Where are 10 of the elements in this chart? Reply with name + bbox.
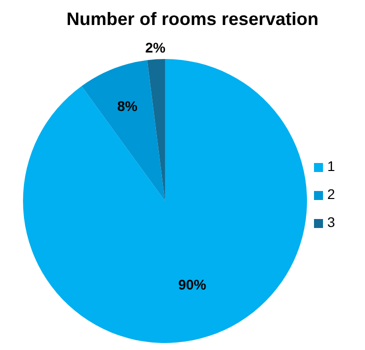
legend-label: 3 (327, 214, 335, 230)
pie-slice (82, 60, 165, 201)
chart-title: Number of rooms reservation (65, 8, 320, 31)
pie-slice (23, 59, 307, 343)
legend-label: 2 (327, 186, 335, 202)
legend-label: 1 (327, 158, 335, 174)
data-label: 2% (145, 39, 166, 56)
data-label: 90% (178, 276, 207, 293)
data-label: 8% (117, 98, 138, 114)
pie-slice (147, 59, 165, 201)
